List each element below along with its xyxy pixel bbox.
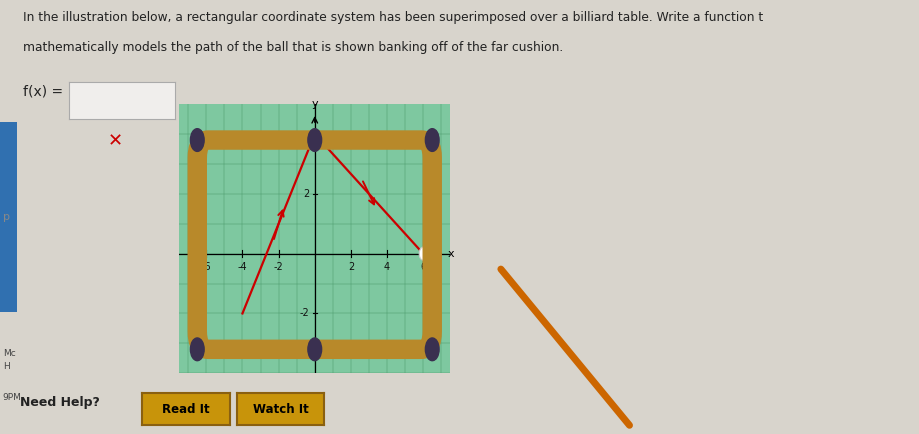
- Text: Mc: Mc: [3, 349, 16, 358]
- Text: -2: -2: [274, 262, 283, 272]
- Text: 2: 2: [303, 189, 310, 199]
- Text: -2: -2: [300, 309, 310, 319]
- Text: mathematically models the path of the ball that is shown banking off of the far : mathematically models the path of the ba…: [23, 41, 563, 54]
- Text: ✕: ✕: [108, 132, 122, 150]
- Circle shape: [308, 338, 322, 361]
- Circle shape: [190, 128, 204, 151]
- Text: 9PM: 9PM: [3, 393, 22, 401]
- Text: f(x) =: f(x) =: [23, 85, 63, 99]
- Circle shape: [190, 338, 204, 361]
- Text: In the illustration below, a rectangular coordinate system has been superimposed: In the illustration below, a rectangular…: [23, 11, 763, 24]
- Circle shape: [419, 247, 427, 260]
- Circle shape: [308, 128, 322, 151]
- Text: -4: -4: [238, 262, 247, 272]
- Text: 6: 6: [420, 262, 426, 272]
- Circle shape: [425, 128, 439, 151]
- Text: p: p: [3, 212, 10, 222]
- Text: x: x: [448, 249, 454, 259]
- Text: Watch It: Watch It: [253, 403, 309, 415]
- Text: Read It: Read It: [163, 403, 210, 415]
- Text: 2: 2: [347, 262, 354, 272]
- Text: Need Help?: Need Help?: [20, 396, 100, 409]
- Text: y: y: [312, 99, 318, 108]
- Text: 4: 4: [384, 262, 390, 272]
- Text: -6: -6: [201, 262, 211, 272]
- Circle shape: [425, 338, 439, 361]
- FancyBboxPatch shape: [198, 140, 432, 349]
- Text: H: H: [3, 362, 9, 371]
